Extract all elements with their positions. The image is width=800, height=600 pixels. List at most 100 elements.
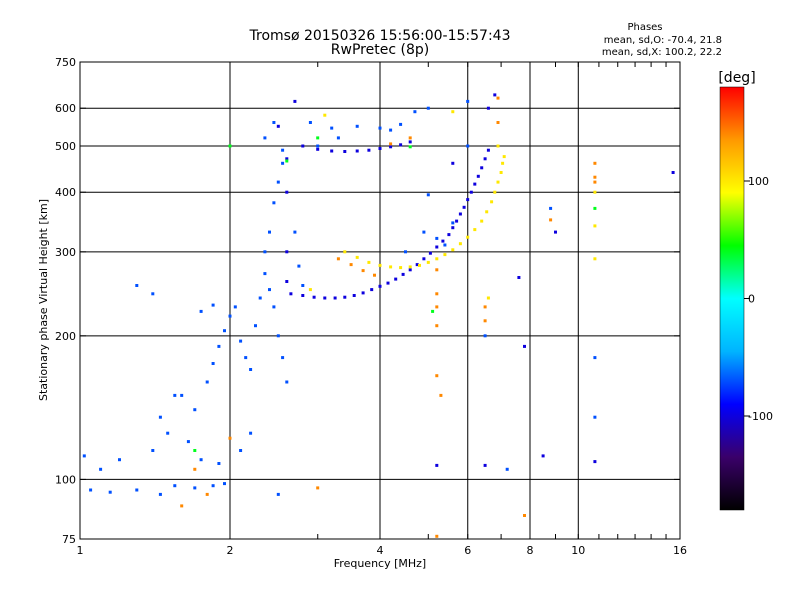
x-tick-label: 16 (673, 544, 687, 557)
data-point (223, 482, 226, 486)
y-tick-label: 750 (55, 56, 76, 69)
data-point (408, 265, 412, 269)
y-tick-label: 100 (55, 473, 76, 486)
data-point (330, 126, 334, 130)
data-point (239, 449, 243, 452)
data-point (593, 180, 597, 184)
data-point (483, 319, 487, 323)
data-point (496, 96, 500, 100)
data-point (451, 226, 455, 230)
data-point (293, 230, 297, 234)
data-point (483, 334, 487, 338)
colorbar: [deg] 100 0 -100 (718, 70, 773, 511)
data-point (89, 488, 93, 492)
x-tick-label: 10 (571, 544, 585, 557)
data-point (173, 484, 177, 488)
data-point (554, 230, 557, 234)
data-point (312, 295, 316, 299)
data-point (301, 294, 305, 297)
data-point (451, 110, 455, 114)
y-tick-label: 400 (55, 186, 76, 199)
data-point (316, 144, 320, 148)
data-point (333, 296, 337, 300)
data-point (413, 110, 417, 114)
data-point (451, 221, 455, 225)
data-point (443, 253, 447, 257)
data-point (435, 268, 439, 272)
data-point (458, 212, 462, 216)
data-point (431, 309, 435, 313)
data-point (483, 157, 487, 161)
data-point (276, 180, 280, 184)
data-point (490, 200, 494, 204)
data-point (199, 458, 203, 462)
data-point (480, 166, 484, 170)
data-point (151, 449, 155, 452)
x-tick-label: 1 (77, 544, 84, 557)
data-point (469, 190, 473, 194)
data-point (239, 339, 243, 343)
data-point (386, 281, 390, 285)
data-point (355, 124, 359, 128)
data-point (211, 484, 215, 488)
data-point (118, 458, 121, 462)
data-point (223, 329, 226, 333)
data-point (476, 174, 480, 178)
data-point (281, 356, 285, 360)
data-point (276, 334, 280, 338)
data-point (451, 248, 455, 252)
data-point (593, 460, 597, 464)
data-point (486, 296, 490, 300)
data-point (367, 148, 371, 152)
data-point (285, 280, 289, 283)
data-point (439, 393, 443, 397)
data-point (394, 277, 398, 281)
data-point (293, 99, 297, 103)
data-point (316, 147, 320, 151)
data-point (308, 288, 312, 292)
data-point (466, 99, 470, 103)
x-tick-label: 4 (377, 544, 384, 557)
data-point (486, 148, 490, 152)
data-point (458, 242, 462, 246)
data-point (263, 272, 267, 276)
data-point (399, 122, 403, 126)
data-point (151, 292, 155, 296)
data-point (193, 467, 197, 471)
data-point (483, 463, 487, 467)
data-point (228, 144, 232, 148)
data-point (355, 255, 359, 259)
data-point (408, 268, 412, 272)
data-point (480, 219, 484, 223)
data-point (486, 106, 490, 110)
data-point (499, 171, 503, 174)
data-point (485, 210, 489, 214)
data-point (173, 393, 177, 397)
data-point (435, 245, 439, 249)
data-point (343, 250, 347, 254)
data-point (473, 228, 477, 232)
data-point (441, 239, 445, 243)
data-point (272, 121, 276, 124)
data-point (297, 264, 301, 268)
data-point (217, 462, 221, 465)
data-point (593, 415, 597, 419)
data-point (272, 305, 276, 309)
data-point (435, 305, 439, 309)
data-point (593, 206, 597, 210)
data-point (541, 454, 545, 458)
data-point (435, 324, 439, 328)
data-point (301, 144, 305, 148)
data-point (285, 380, 289, 384)
data-point (330, 149, 334, 153)
data-point (593, 224, 597, 228)
x-axis-ticks: 1 2 4 6 8 10 16 (77, 62, 687, 557)
data-point (352, 294, 356, 297)
data-point (180, 393, 184, 397)
data-point (593, 356, 597, 360)
data-point (158, 492, 162, 496)
data-point (158, 415, 162, 419)
data-point (268, 230, 271, 234)
data-point (285, 159, 289, 163)
data-point (289, 292, 293, 296)
